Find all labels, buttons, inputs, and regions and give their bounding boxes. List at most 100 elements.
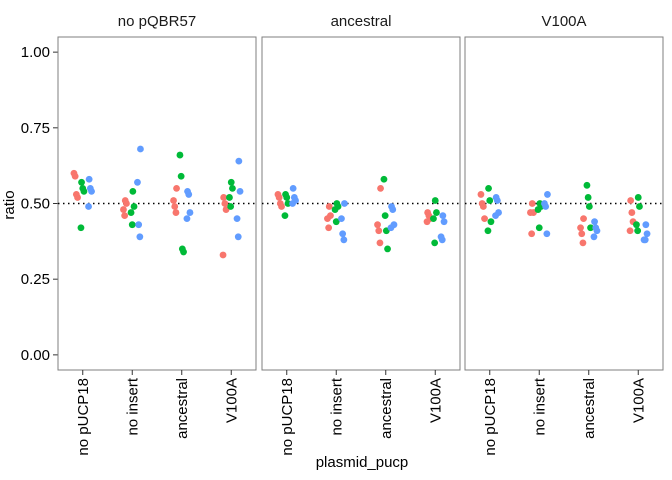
data-point — [176, 151, 184, 159]
data-point — [542, 203, 550, 210]
data-point — [579, 239, 587, 247]
x-tick-label: no insert — [328, 377, 345, 435]
data-point — [641, 236, 649, 244]
x-tick-label: no insert — [124, 377, 141, 435]
data-point — [387, 224, 395, 232]
data-point — [88, 187, 95, 195]
x-tick-label: ancestral — [581, 378, 598, 439]
data-point — [440, 218, 448, 226]
data-point — [120, 206, 127, 213]
x-tick-label: V100A — [630, 378, 647, 423]
x-tick-label: V100A — [427, 378, 444, 423]
data-point — [134, 178, 141, 186]
data-point — [137, 145, 144, 153]
data-point — [283, 194, 291, 201]
data-point — [534, 206, 542, 213]
data-point — [626, 227, 634, 235]
data-point — [642, 221, 650, 229]
data-point — [484, 227, 492, 235]
data-point — [236, 187, 244, 195]
data-point — [325, 224, 333, 232]
data-point — [71, 172, 79, 180]
data-point — [590, 233, 598, 241]
y-tick-label: 0.25 — [21, 271, 50, 288]
data-point — [77, 224, 85, 232]
data-point — [136, 233, 144, 241]
data-point — [439, 212, 447, 220]
data-point — [129, 187, 137, 195]
data-point — [121, 212, 129, 220]
data-point — [281, 212, 289, 220]
data-point — [633, 221, 640, 229]
data-point — [377, 184, 384, 192]
data-point — [583, 181, 591, 189]
data-point — [380, 175, 388, 183]
data-point — [431, 197, 439, 204]
facet-panel — [464, 36, 664, 371]
data-point — [486, 197, 494, 204]
data-point — [430, 215, 437, 223]
data-point — [375, 227, 383, 235]
x-tick-label: V100A — [223, 378, 240, 423]
data-point — [591, 218, 598, 226]
data-point — [171, 203, 179, 210]
data-point — [438, 236, 446, 244]
data-point — [331, 206, 339, 213]
y-tick-label: 0.75 — [21, 120, 50, 137]
x-tick-label: no pUCP18 — [482, 378, 499, 456]
y-tick-label: 0.00 — [21, 347, 50, 364]
data-point — [289, 184, 297, 192]
data-point — [628, 209, 636, 216]
data-point — [477, 191, 485, 198]
facet-strip-label: no pQBR57 — [118, 13, 196, 30]
data-point — [535, 224, 543, 232]
data-point — [433, 209, 440, 216]
data-point — [177, 172, 185, 180]
y-tick-label: 1.00 — [21, 44, 50, 61]
data-point — [234, 233, 242, 241]
data-point — [376, 239, 384, 247]
data-point — [227, 203, 235, 210]
data-point — [636, 203, 643, 210]
data-point — [585, 203, 593, 210]
data-point — [227, 178, 235, 186]
data-point — [528, 200, 536, 207]
data-point — [374, 221, 381, 229]
data-point — [130, 203, 138, 210]
data-point — [493, 197, 501, 204]
x-tick-label: no pUCP18 — [75, 378, 92, 456]
data-point — [527, 209, 534, 216]
data-point — [289, 200, 296, 207]
y-axis-title: ratio — [1, 190, 18, 219]
data-point — [492, 212, 499, 220]
data-point — [627, 197, 635, 204]
data-point — [278, 203, 285, 210]
data-point — [584, 194, 592, 201]
data-point — [78, 178, 85, 186]
data-point — [643, 230, 651, 238]
data-point — [123, 200, 130, 207]
data-point — [577, 224, 584, 232]
data-point — [170, 197, 177, 204]
data-point — [634, 227, 642, 235]
x-tick-label: no insert — [531, 377, 548, 435]
data-point — [229, 184, 236, 192]
data-point — [135, 221, 143, 229]
data-point — [544, 191, 551, 198]
data-point — [481, 215, 488, 223]
data-point — [219, 251, 227, 259]
data-point — [340, 236, 348, 244]
data-point — [431, 239, 439, 247]
data-point — [332, 218, 340, 226]
x-axis-title: plasmid_pucp — [316, 454, 409, 471]
data-point — [341, 200, 348, 207]
data-point — [127, 209, 135, 216]
data-point — [580, 215, 587, 223]
data-point — [172, 209, 180, 216]
data-point — [324, 215, 331, 223]
data-point — [487, 218, 495, 226]
data-point — [423, 218, 431, 226]
data-point — [74, 194, 81, 201]
data-point — [85, 203, 92, 210]
